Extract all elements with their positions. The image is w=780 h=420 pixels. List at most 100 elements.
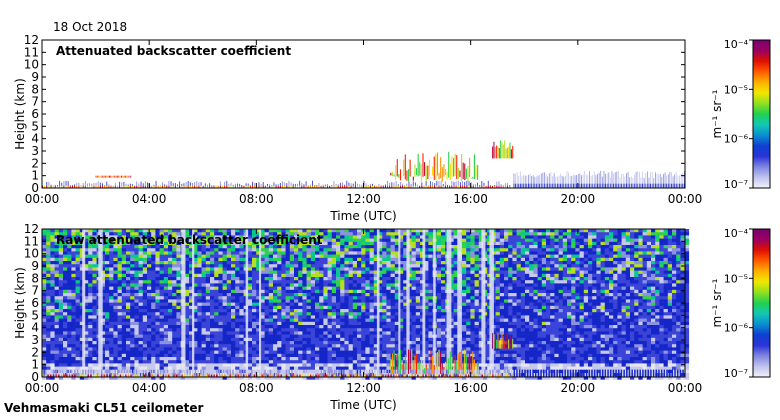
noise-cell bbox=[130, 254, 135, 259]
noise-cell bbox=[142, 341, 148, 345]
noise-cell bbox=[117, 264, 123, 268]
noise-cell bbox=[327, 302, 333, 307]
noise-cell bbox=[344, 299, 349, 303]
noise-cell bbox=[88, 331, 93, 335]
surface-layer-cell bbox=[136, 181, 138, 188]
noise-cell bbox=[344, 331, 349, 335]
noise-cell bbox=[285, 248, 291, 252]
noise-cell bbox=[46, 350, 51, 355]
noise-cell bbox=[46, 280, 51, 284]
noise-cell bbox=[75, 357, 81, 361]
noise-cell bbox=[327, 315, 333, 319]
y-tick-label: 5 bbox=[31, 119, 39, 133]
noise-cell bbox=[105, 344, 110, 348]
noise-cell bbox=[281, 315, 286, 319]
noise-cell bbox=[193, 267, 198, 271]
noise-cell bbox=[369, 360, 375, 364]
noise-cell bbox=[117, 257, 123, 262]
noise-cell bbox=[142, 353, 148, 358]
surface-cell bbox=[247, 185, 249, 188]
noise-cell bbox=[193, 235, 198, 239]
noise-cell bbox=[163, 315, 169, 319]
noise-cell bbox=[142, 229, 148, 233]
noise-cell bbox=[193, 334, 198, 339]
noise-cell bbox=[155, 261, 160, 265]
noise-cell bbox=[256, 350, 261, 355]
noise-cell bbox=[268, 357, 274, 361]
noise-cell bbox=[109, 325, 114, 329]
y-tick-label: 6 bbox=[31, 107, 39, 121]
noise-cell bbox=[315, 347, 320, 351]
surface-layer-cell bbox=[453, 182, 455, 188]
noise-cell bbox=[281, 283, 286, 287]
surface-layer-cell bbox=[487, 180, 489, 188]
noise-cell bbox=[382, 270, 387, 275]
noise-cell bbox=[189, 334, 194, 339]
noise-cell bbox=[352, 360, 358, 364]
noise-cell bbox=[109, 254, 114, 259]
noise-cell bbox=[394, 344, 400, 348]
noise-cell bbox=[205, 296, 211, 300]
noise-cell bbox=[54, 334, 60, 339]
noise-cell bbox=[369, 232, 375, 236]
noise-cell bbox=[75, 229, 81, 233]
noise-cell bbox=[176, 337, 181, 342]
noise-cell bbox=[159, 232, 165, 236]
noise-cell bbox=[394, 280, 400, 284]
noise-cell bbox=[201, 296, 207, 300]
boundary-layer-cell bbox=[516, 183, 518, 188]
noise-cell bbox=[336, 264, 341, 268]
noise-cell bbox=[289, 267, 295, 271]
surface-cell bbox=[144, 185, 146, 188]
noise-cell bbox=[121, 318, 127, 323]
noise-cell bbox=[281, 337, 286, 342]
noise-cell bbox=[373, 245, 379, 249]
noise-cell bbox=[84, 331, 89, 335]
noise-cell bbox=[344, 357, 349, 361]
noise-cell bbox=[147, 328, 152, 332]
noise-cell bbox=[222, 376, 228, 380]
noise-cell bbox=[193, 341, 198, 345]
boundary-layer-cell bbox=[677, 175, 679, 188]
noise-cell bbox=[67, 360, 72, 364]
noise-cell bbox=[159, 353, 165, 358]
noise-cell bbox=[357, 289, 362, 294]
noise-cell bbox=[327, 273, 333, 278]
noise-cell bbox=[403, 232, 408, 236]
noise-cell bbox=[323, 328, 328, 332]
noise-cell bbox=[268, 341, 274, 345]
noise-cell bbox=[109, 248, 114, 252]
cloud-cell bbox=[462, 162, 464, 180]
noise-cell bbox=[331, 363, 337, 367]
noise-cell bbox=[289, 235, 295, 239]
boundary-layer-cell bbox=[547, 176, 549, 188]
boundary-layer-cell bbox=[667, 174, 669, 188]
noise-cell bbox=[260, 315, 265, 319]
noise-cell bbox=[357, 299, 362, 303]
boundary-layer-cell bbox=[540, 183, 542, 188]
surface-cell bbox=[76, 185, 78, 188]
noise-cell bbox=[386, 341, 391, 345]
noise-cell bbox=[155, 232, 160, 236]
surface-layer-cell bbox=[346, 180, 348, 188]
noise-cell bbox=[71, 357, 76, 361]
y-tick-label: 7 bbox=[31, 95, 39, 109]
noise-cell bbox=[399, 229, 404, 233]
noise-cell bbox=[310, 363, 316, 367]
noise-cell bbox=[323, 254, 328, 259]
noise-cell bbox=[113, 257, 118, 262]
noise-cell bbox=[256, 325, 261, 329]
surface-layer-cell bbox=[102, 183, 103, 188]
boundary-layer-cell bbox=[672, 176, 674, 188]
noise-cell bbox=[260, 241, 265, 246]
noise-cell bbox=[130, 238, 135, 243]
noise-cell bbox=[260, 328, 265, 332]
noise-cell bbox=[222, 334, 228, 339]
noise-cell bbox=[46, 376, 51, 380]
noise-cell bbox=[285, 305, 291, 310]
noise-cell bbox=[369, 376, 375, 380]
noise-cell bbox=[214, 341, 219, 345]
noise-cell bbox=[394, 264, 400, 268]
noise-cell bbox=[352, 341, 358, 345]
noise-cell bbox=[75, 248, 81, 252]
